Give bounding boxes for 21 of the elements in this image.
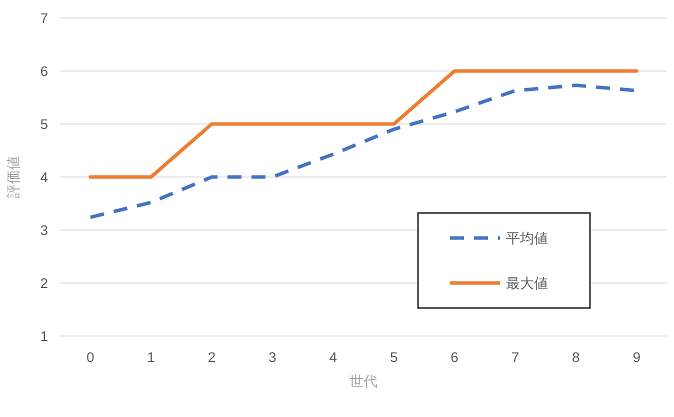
x-tick-label: 5: [390, 349, 398, 365]
y-tick-label: 2: [40, 275, 48, 291]
y-tick-label: 3: [40, 222, 48, 238]
x-tick-label: 2: [208, 349, 216, 365]
x-tick-label: 8: [572, 349, 580, 365]
x-axis-title: 世代: [350, 373, 378, 389]
x-tick-label: 0: [86, 349, 94, 365]
y-tick-label: 5: [40, 116, 48, 132]
y-tick-label: 4: [40, 169, 48, 185]
y-axis-title: 評価値: [5, 156, 21, 198]
x-tick-label: 1: [147, 349, 156, 365]
x-tick-label: 4: [329, 349, 338, 365]
x-tick-label: 9: [632, 349, 641, 365]
legend-label: 平均値: [506, 230, 548, 246]
x-tick-label: 7: [511, 349, 520, 365]
y-tick-label: 1: [40, 328, 48, 344]
y-tick-label: 7: [40, 10, 48, 26]
y-tick-label: 6: [40, 63, 48, 79]
x-tick-label: 6: [450, 349, 459, 365]
x-tick-label: 3: [268, 349, 277, 365]
legend-label: 最大値: [506, 275, 548, 291]
